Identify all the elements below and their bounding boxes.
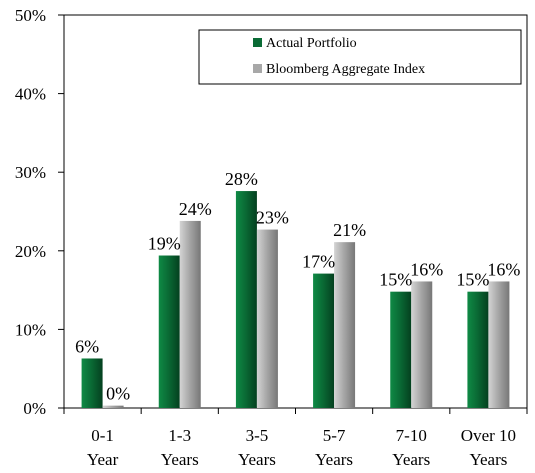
bar-actual-portfolio-3 (313, 273, 335, 408)
data-label-actual-portfolio-5: 15% (456, 270, 489, 290)
x-tick-label: Years (315, 450, 353, 469)
x-tick-label: 0-1 (91, 426, 114, 445)
x-tick-label: 5-7 (323, 426, 346, 445)
bar-bloomberg-aggregate-index-2 (256, 229, 278, 408)
data-label-bloomberg-aggregate-index-1: 24% (179, 199, 212, 219)
bar-actual-portfolio-2 (235, 191, 257, 408)
bar-bloomberg-aggregate-index-5 (488, 281, 510, 408)
data-label-bloomberg-aggregate-index-5: 16% (487, 259, 520, 279)
y-tick-label: 50% (15, 6, 46, 25)
x-tick-label: 7-10 (396, 426, 427, 445)
y-tick-label: 40% (15, 85, 46, 104)
data-label-bloomberg-aggregate-index-0: 0% (106, 384, 130, 404)
data-label-actual-portfolio-2: 28% (225, 169, 258, 189)
x-tick-label: Over 10 (461, 426, 516, 445)
data-label-bloomberg-aggregate-index-2: 23% (256, 208, 289, 228)
legend-box (198, 29, 522, 85)
bar-bloomberg-aggregate-index-3 (334, 242, 356, 408)
y-tick-label: 10% (15, 320, 46, 339)
x-tick-label: Year (87, 450, 119, 469)
y-tick-label: 0% (23, 399, 46, 418)
bar-actual-portfolio-0 (81, 358, 103, 408)
bars (81, 191, 510, 408)
y-tick-label: 30% (15, 163, 46, 182)
x-tick-label: Years (161, 450, 199, 469)
x-axis: 0-1 Year 1-3 Years 3-5 Years 5-7 Years 7-10 Years… (63, 408, 528, 469)
x-tick-label: Years (392, 450, 430, 469)
bar-actual-portfolio-5 (467, 291, 489, 408)
x-tick-label: Years (469, 450, 507, 469)
y-tick-label: 20% (15, 242, 46, 261)
data-label-actual-portfolio-1: 19% (148, 234, 181, 254)
bar-actual-portfolio-4 (390, 291, 412, 408)
legend-swatch-actual-portfolio (253, 38, 262, 47)
legend: Actual Portfolio Bloomberg Aggregate Ind… (198, 29, 522, 85)
bar-bloomberg-aggregate-index-1 (179, 220, 201, 408)
data-label-actual-portfolio-3: 17% (302, 252, 335, 272)
x-tick-label: 1-3 (168, 426, 191, 445)
y-axis: 0% 10% 20% 30% 40% 50% (15, 6, 64, 418)
legend-label-bloomberg-aggregate-index: Bloomberg Aggregate Index (266, 62, 425, 77)
x-tick-label: 3-5 (246, 426, 269, 445)
legend-swatch-bloomberg-aggregate-index (253, 64, 262, 73)
data-label-actual-portfolio-4: 15% (379, 270, 412, 290)
data-label-bloomberg-aggregate-index-4: 16% (410, 259, 443, 279)
data-label-bloomberg-aggregate-index-3: 21% (333, 220, 366, 240)
legend-label-actual-portfolio: Actual Portfolio (266, 36, 357, 51)
data-labels: 6%0%19%24%28%23%17%21%15%16%15%16% (75, 169, 520, 404)
x-tick-label: Years (238, 450, 276, 469)
bar-actual-portfolio-1 (158, 255, 180, 408)
bar-bloomberg-aggregate-index-4 (411, 281, 433, 408)
bar-bloomberg-aggregate-index-0 (102, 405, 124, 408)
data-label-actual-portfolio-0: 6% (75, 336, 99, 356)
